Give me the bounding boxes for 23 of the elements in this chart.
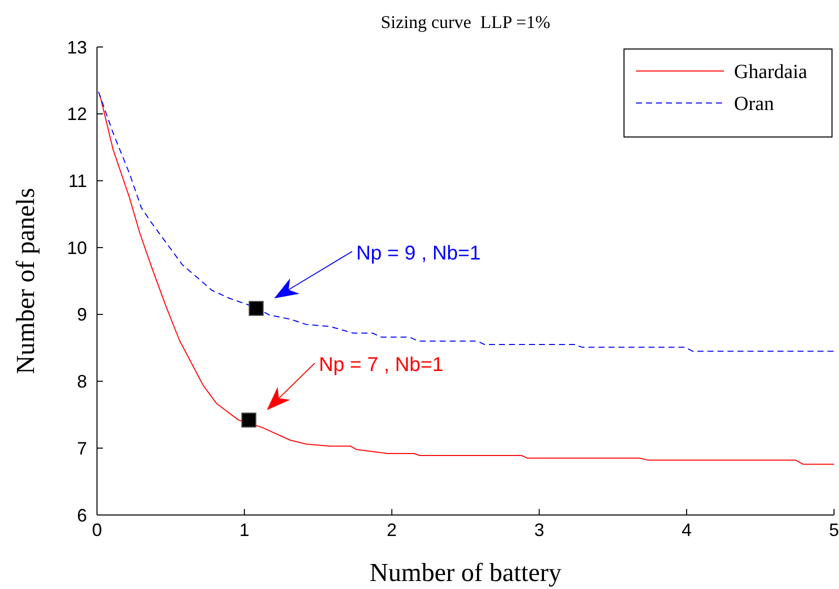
x-tick-label: 5: [828, 520, 839, 540]
y-tick-label: 12: [66, 104, 87, 124]
x-tick-label: 4: [682, 520, 692, 540]
x-axis-title: Number of battery: [369, 558, 562, 587]
x-tick-label: 3: [534, 520, 544, 540]
y-tick-label: 9: [76, 304, 87, 325]
legend-label: Oran: [734, 93, 774, 115]
x-tick-label: 2: [386, 520, 397, 540]
y-tick-label: 13: [66, 37, 87, 58]
y-tick-label: 8: [76, 372, 87, 392]
y-tick-label: 10: [66, 238, 87, 258]
y-tick-label: 6: [76, 505, 87, 526]
legend-label: Ghardaia: [734, 61, 808, 83]
x-tick-label: 0: [92, 520, 102, 540]
line-series: [99, 94, 834, 465]
chart-title: Sizing curve LLP =1%: [380, 12, 550, 32]
y-tick-label: 7: [76, 438, 87, 458]
annotation: Np = 7 , Nb=1: [318, 354, 444, 376]
annotation: Np = 9 , Nb=1: [356, 242, 481, 264]
y-tick-label: 11: [68, 171, 87, 192]
line-series: [98, 91, 834, 352]
y-axis-title: Number of panels: [11, 188, 40, 374]
x-tick-label: 1: [239, 520, 250, 540]
